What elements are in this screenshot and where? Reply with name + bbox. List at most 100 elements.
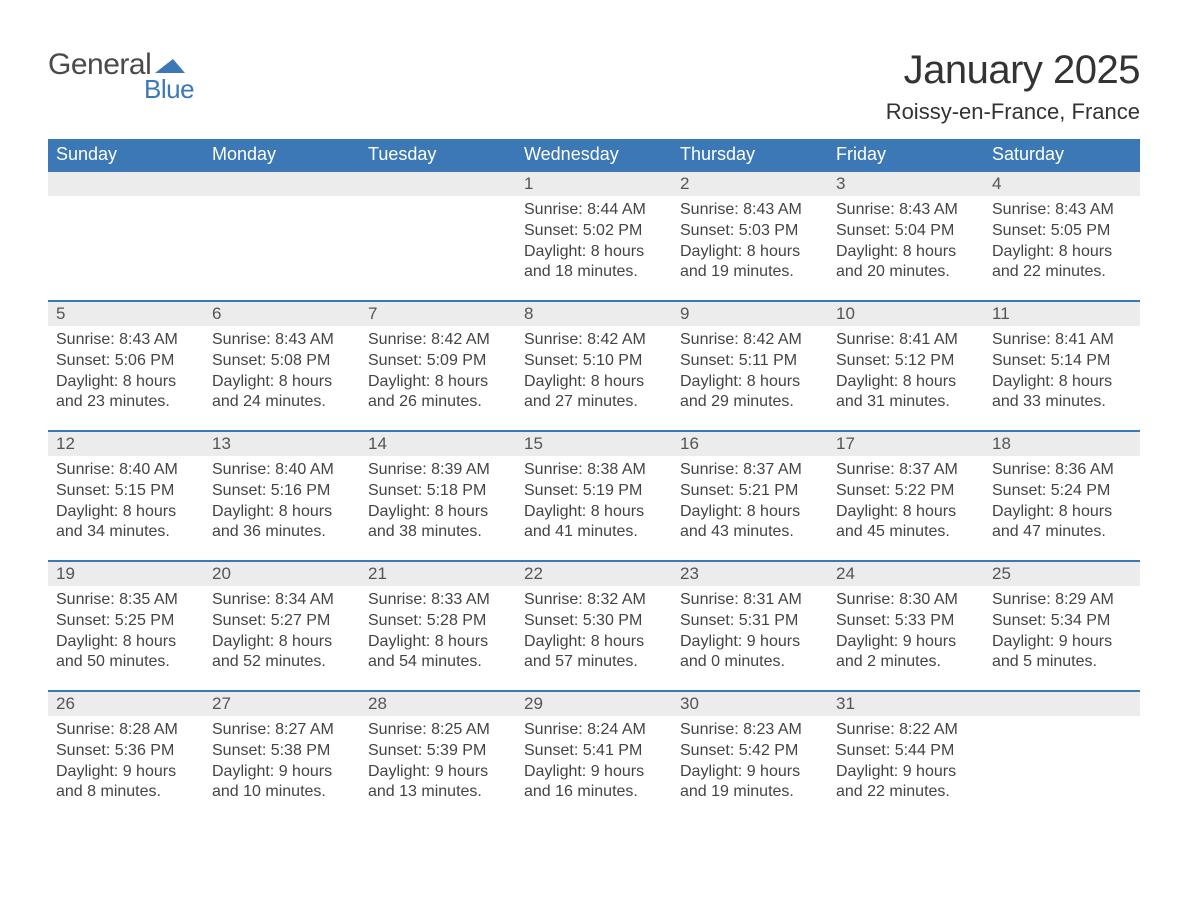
- day-cell: Sunrise: 8:39 AMSunset: 5:18 PMDaylight:…: [360, 456, 516, 560]
- sunset-text: Sunset: 5:12 PM: [836, 351, 976, 372]
- title-block: January 2025 Roissy-en-France, France: [886, 48, 1140, 125]
- daylight-line2: and 52 minutes.: [212, 652, 352, 673]
- weekday-header: Monday: [204, 139, 360, 170]
- calendar-body: 1234Sunrise: 8:44 AMSunset: 5:02 PMDayli…: [48, 170, 1140, 820]
- day-number: [48, 172, 204, 196]
- daylight-line1: Daylight: 9 hours: [212, 762, 352, 783]
- sunset-text: Sunset: 5:25 PM: [56, 611, 196, 632]
- sunrise-text: Sunrise: 8:31 AM: [680, 590, 820, 611]
- daylight-line2: and 29 minutes.: [680, 392, 820, 413]
- sunrise-text: Sunrise: 8:37 AM: [680, 460, 820, 481]
- daylight-line2: and 23 minutes.: [56, 392, 196, 413]
- day-cell: Sunrise: 8:44 AMSunset: 5:02 PMDaylight:…: [516, 196, 672, 300]
- day-number: 19: [48, 562, 204, 586]
- sunrise-text: Sunrise: 8:36 AM: [992, 460, 1132, 481]
- sunrise-text: Sunrise: 8:25 AM: [368, 720, 508, 741]
- daylight-line2: and 10 minutes.: [212, 782, 352, 803]
- content-row: Sunrise: 8:40 AM Sunset: 5:15 PM Daylight:…: [48, 456, 1140, 560]
- sunrise-text: Sunrise: 8:34 AM: [212, 590, 352, 611]
- sunrise-text: Sunrise: 8:35 AM: [56, 590, 196, 611]
- daylight-line2: and 24 minutes.: [212, 392, 352, 413]
- day-cell: [204, 196, 360, 300]
- sunrise-text: Sunrise: 8:40 AM: [212, 460, 352, 481]
- daynum-row: 12131415161718: [48, 430, 1140, 456]
- day-number: 21: [360, 562, 516, 586]
- day-number: 5: [48, 302, 204, 326]
- day-cell: Sunrise: 8:38 AMSunset: 5:19 PMDaylight:…: [516, 456, 672, 560]
- sunrise-text: Sunrise: 8:43 AM: [992, 200, 1132, 221]
- daynum-row: 1234: [48, 170, 1140, 196]
- daylight-line1: Daylight: 8 hours: [524, 242, 664, 263]
- daylight-line1: Daylight: 8 hours: [212, 632, 352, 653]
- daylight-line1: Daylight: 9 hours: [368, 762, 508, 783]
- day-cell: Sunrise: 8:37 AMSunset: 5:21 PMDaylight:…: [672, 456, 828, 560]
- day-cell: Sunrise: 8:43 AMSunset: 5:05 PMDaylight:…: [984, 196, 1140, 300]
- daylight-line1: Daylight: 8 hours: [992, 502, 1132, 523]
- daylight-line2: and 26 minutes.: [368, 392, 508, 413]
- day-number: 23: [672, 562, 828, 586]
- daynum-row: 262728293031: [48, 690, 1140, 716]
- sunset-text: Sunset: 5:41 PM: [524, 741, 664, 762]
- day-number: 18: [984, 432, 1140, 456]
- day-cell: Sunrise: 8:23 AMSunset: 5:42 PMDaylight:…: [672, 716, 828, 820]
- sunset-text: Sunset: 5:06 PM: [56, 351, 196, 372]
- day-number: 31: [828, 692, 984, 716]
- daylight-line1: Daylight: 8 hours: [836, 502, 976, 523]
- day-number: 26: [48, 692, 204, 716]
- day-cell: [360, 196, 516, 300]
- daylight-line1: Daylight: 8 hours: [368, 502, 508, 523]
- page-subtitle: Roissy-en-France, France: [886, 99, 1140, 125]
- daylight-line2: and 8 minutes.: [56, 782, 196, 803]
- sunrise-text: Sunrise: 8:41 AM: [992, 330, 1132, 351]
- day-cell: Sunrise: 8:42 AMSunset: 5:09 PMDaylight:…: [360, 326, 516, 430]
- sunset-text: Sunset: 5:31 PM: [680, 611, 820, 632]
- sunset-text: Sunset: 5:15 PM: [56, 481, 196, 502]
- sunrise-text: Sunrise: 8:29 AM: [992, 590, 1132, 611]
- weekday-header-row: Sunday Monday Tuesday Wednesday Thursday…: [48, 139, 1140, 170]
- day-cell: Sunrise: 8:25 AMSunset: 5:39 PMDaylight:…: [360, 716, 516, 820]
- header: General Blue January 2025 Roissy-en-Fran…: [48, 48, 1140, 125]
- sunset-text: Sunset: 5:04 PM: [836, 221, 976, 242]
- logo: General Blue: [48, 48, 194, 105]
- day-cell: Sunrise: 8:36 AMSunset: 5:24 PMDaylight:…: [984, 456, 1140, 560]
- daylight-line2: and 27 minutes.: [524, 392, 664, 413]
- day-cell: Sunrise: 8:35 AMSunset: 5:25 PMDaylight:…: [48, 586, 204, 690]
- sunrise-text: Sunrise: 8:43 AM: [836, 200, 976, 221]
- sunrise-text: Sunrise: 8:43 AM: [212, 330, 352, 351]
- sunset-text: Sunset: 5:05 PM: [992, 221, 1132, 242]
- day-cell: Sunrise: 8:31 AMSunset: 5:31 PMDaylight:…: [672, 586, 828, 690]
- sunset-text: Sunset: 5:19 PM: [524, 481, 664, 502]
- weekday-header: Thursday: [672, 139, 828, 170]
- daylight-line1: Daylight: 8 hours: [212, 372, 352, 393]
- daylight-line1: Daylight: 8 hours: [524, 372, 664, 393]
- weekday-header: Sunday: [48, 139, 204, 170]
- daylight-line1: Daylight: 8 hours: [992, 242, 1132, 263]
- daylight-line2: and 20 minutes.: [836, 262, 976, 283]
- day-cell: Sunrise: 8:43 AMSunset: 5:04 PMDaylight:…: [828, 196, 984, 300]
- sunset-text: Sunset: 5:33 PM: [836, 611, 976, 632]
- sunset-text: Sunset: 5:02 PM: [524, 221, 664, 242]
- sunset-text: Sunset: 5:14 PM: [992, 351, 1132, 372]
- sunset-text: Sunset: 5:03 PM: [680, 221, 820, 242]
- daylight-line2: and 57 minutes.: [524, 652, 664, 673]
- sunset-text: Sunset: 5:38 PM: [212, 741, 352, 762]
- day-cell: Sunrise: 8:24 AMSunset: 5:41 PMDaylight:…: [516, 716, 672, 820]
- daylight-line2: and 2 minutes.: [836, 652, 976, 673]
- sunset-text: Sunset: 5:22 PM: [836, 481, 976, 502]
- sunset-text: Sunset: 5:28 PM: [368, 611, 508, 632]
- day-cell: Sunrise: 8:30 AMSunset: 5:33 PMDaylight:…: [828, 586, 984, 690]
- flag-icon: [155, 55, 185, 75]
- day-cell: Sunrise: 8:43 AMSunset: 5:08 PMDaylight:…: [204, 326, 360, 430]
- day-number: 29: [516, 692, 672, 716]
- weekday-header: Tuesday: [360, 139, 516, 170]
- content-row: Sunrise: 8:43 AM Sunset: 5:06 PM Daylight:…: [48, 326, 1140, 430]
- day-number: 7: [360, 302, 516, 326]
- day-number: 4: [984, 172, 1140, 196]
- logo-general-text: General: [48, 48, 151, 82]
- daynum-row: 567891011: [48, 300, 1140, 326]
- daylight-line1: Daylight: 8 hours: [680, 372, 820, 393]
- daylight-line2: and 41 minutes.: [524, 522, 664, 543]
- sunrise-text: Sunrise: 8:43 AM: [680, 200, 820, 221]
- daylight-line1: Daylight: 9 hours: [56, 762, 196, 783]
- daylight-line2: and 33 minutes.: [992, 392, 1132, 413]
